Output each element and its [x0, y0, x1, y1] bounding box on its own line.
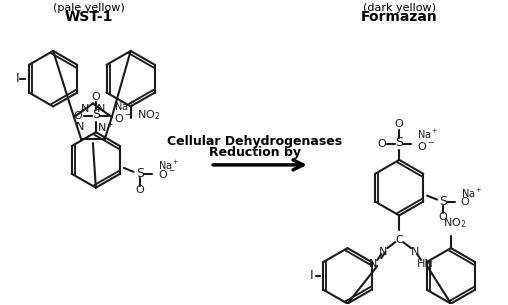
Text: O: O	[74, 111, 82, 121]
Text: Na$^+$: Na$^+$	[417, 127, 438, 141]
Text: S: S	[92, 108, 100, 121]
Text: O: O	[438, 212, 448, 222]
Text: O: O	[135, 185, 144, 195]
Text: (dark yellow): (dark yellow)	[363, 3, 436, 13]
Text: O: O	[91, 92, 100, 102]
Text: NO$_2$: NO$_2$	[137, 109, 160, 122]
Text: Na$^+$: Na$^+$	[157, 159, 179, 172]
Text: Na$^+$: Na$^+$	[461, 187, 483, 200]
Text: N: N	[81, 104, 89, 114]
Text: S: S	[439, 195, 447, 208]
Text: O$^-$: O$^-$	[114, 112, 132, 124]
Text: WST-1: WST-1	[65, 10, 113, 24]
Text: NO$_2$: NO$_2$	[443, 217, 466, 230]
Text: Formazan: Formazan	[361, 10, 437, 24]
Text: N: N	[76, 122, 84, 132]
Text: N: N	[369, 259, 377, 269]
Text: HN: HN	[417, 259, 433, 269]
Text: N: N	[411, 247, 419, 257]
Text: S: S	[395, 136, 403, 149]
Text: O$^-$: O$^-$	[417, 140, 435, 152]
Text: N: N	[379, 247, 388, 257]
Text: O$^-$: O$^-$	[157, 168, 176, 180]
Text: S: S	[136, 167, 144, 180]
Text: N: N	[97, 104, 105, 114]
Text: N$^+$: N$^+$	[97, 120, 115, 135]
Text: Reduction by: Reduction by	[209, 145, 301, 159]
Text: (pale yellow): (pale yellow)	[53, 3, 125, 13]
Text: I: I	[310, 269, 313, 282]
Text: Na$^+$: Na$^+$	[114, 100, 135, 113]
Text: O: O	[395, 119, 403, 129]
Text: O: O	[377, 139, 386, 149]
Text: I: I	[15, 72, 19, 85]
Text: Cellular Dehydrogenases: Cellular Dehydrogenases	[168, 135, 342, 148]
Text: C: C	[395, 235, 403, 245]
Text: O: O	[461, 196, 469, 206]
